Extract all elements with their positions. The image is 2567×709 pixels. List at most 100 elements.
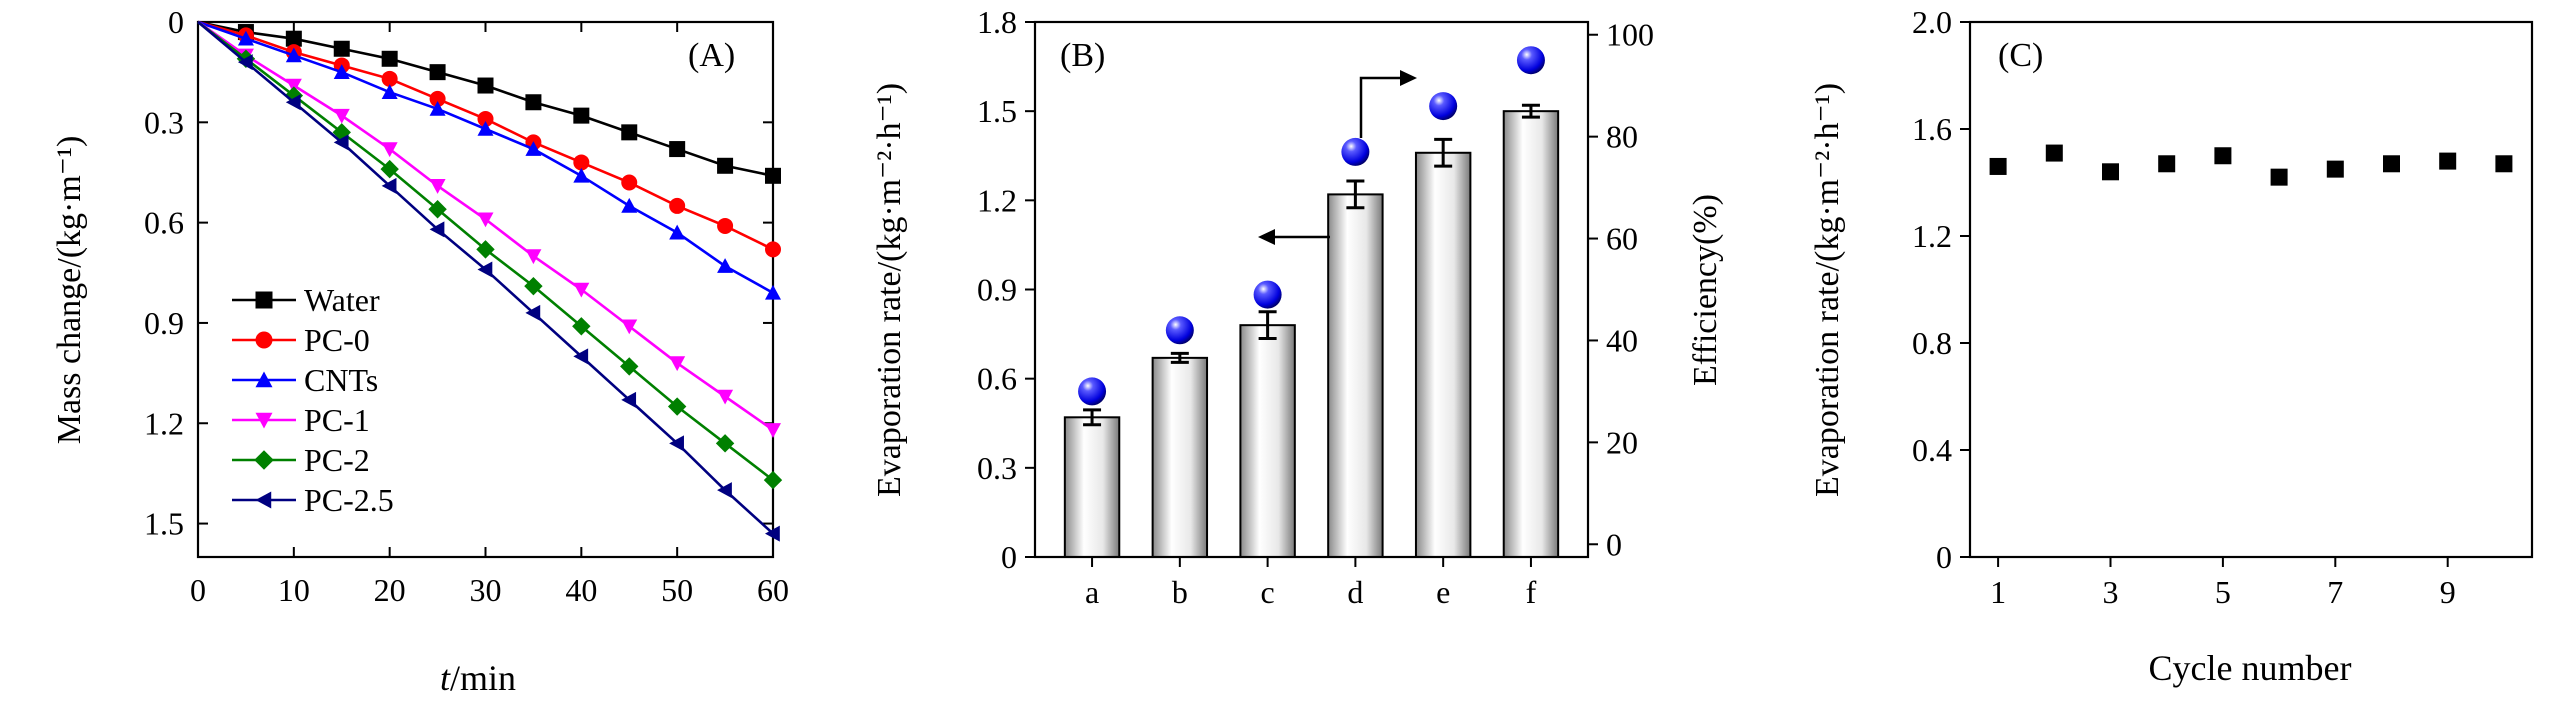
panel-b-label: (B) <box>1060 37 1105 74</box>
panel-a-data-point <box>381 142 398 158</box>
panel-c-data-point <box>2102 163 2119 181</box>
panel-a-legend-marker <box>255 291 273 309</box>
panel-a-legend-marker <box>255 491 272 509</box>
panel-a-data-point <box>717 258 734 273</box>
panel-a-data-point <box>621 174 638 191</box>
panel-a-y-tick-label: 0 <box>168 4 184 40</box>
panel-b-y-tick-label: 0 <box>1001 539 1017 575</box>
panel-b-right-tick-label: 100 <box>1606 17 1654 53</box>
panel-a-data-point <box>429 90 446 107</box>
panel-a-data-point <box>381 70 398 87</box>
panel-a-data-point <box>525 141 542 156</box>
panel-b-efficiency-markers <box>1078 46 1545 406</box>
panel-a-data-point <box>429 221 445 238</box>
panel-a-y-tick-label: 0.3 <box>144 104 184 140</box>
panel-b-x-tick-label: b <box>1172 574 1188 610</box>
panel-a-data-point <box>333 40 350 57</box>
panel-c-data-point <box>2158 155 2176 173</box>
panel-b-y-tick-label: 0.3 <box>977 450 1017 486</box>
panel-a-data-point <box>715 434 735 453</box>
panel-c-y-tick-label: 0.4 <box>1912 432 1952 468</box>
panel-a-data-point <box>765 167 781 184</box>
panel-a-data-point <box>573 167 590 183</box>
panel-a-data-point <box>477 121 494 136</box>
panel-a-data-point <box>525 94 542 111</box>
panel-a-data-point <box>765 284 781 300</box>
panel-b-y-axis-label: Evaporation rate/(kg·m⁻²·h⁻¹) <box>871 83 908 497</box>
panel-c-y-tick-label: 1.6 <box>1912 111 1952 147</box>
panel-a-x-tick-label: 40 <box>565 572 597 608</box>
panel-c-data-point <box>2214 147 2232 165</box>
panel-b-x-tick-label: e <box>1436 574 1450 610</box>
panel-a-series-line-water <box>197 20 774 178</box>
panel-b-bar-e <box>1414 151 1472 558</box>
panel-a-legend-label: CNTs <box>304 362 378 398</box>
panel-a-legend-label: PC-1 <box>304 402 370 438</box>
panel-c-data-point <box>2045 144 2063 162</box>
panel-b-x-tick-label: c <box>1261 574 1275 610</box>
panel-c-ticks: 1 3 5 7 9 0 0.4 0.8 1.2 1.6 2.0 <box>1912 4 2456 610</box>
panel-b-y-tick-label: 1.2 <box>977 182 1017 218</box>
panel-b-efficiency-point <box>1516 46 1545 75</box>
panel-a-x-tick-label: 0 <box>190 572 206 608</box>
panel-a-legend-label: PC-0 <box>304 322 370 358</box>
panel-a-data-point <box>669 356 686 372</box>
panel-a-data-point <box>333 134 349 151</box>
panel-a-x-tick-label: 30 <box>470 572 502 608</box>
panel-b-bar-b <box>1151 356 1209 558</box>
panel-a-data-point <box>477 212 494 228</box>
panel-a-legend-label: PC-2 <box>304 442 370 478</box>
panel-a-legend-marker <box>255 331 273 349</box>
panel-b-efficiency-point <box>1341 137 1370 166</box>
panel-a-data-point <box>429 179 446 194</box>
panel-c-data-point <box>2326 160 2344 178</box>
panel-b-evaporation-rate-chart: a b c d e f 0 0.3 0.6 0.9 1.2 1.5 1.8 0 20 40 60 80 100 (B… <box>871 4 1724 610</box>
panel-a-series <box>197 20 783 542</box>
panel-a-series-line-pc-25 <box>197 21 774 535</box>
panel-a-data-point <box>477 261 493 278</box>
panel-a-data-point <box>524 276 543 296</box>
arrow-to-right-axis-head <box>1400 70 1417 86</box>
panel-a-data-point <box>763 470 783 490</box>
panel-a-data-point <box>765 423 781 438</box>
panel-a-data-point <box>477 77 494 94</box>
panel-c-plot-frame <box>1968 20 2534 559</box>
panel-a-label: (A) <box>688 37 735 74</box>
panel-a-data-point <box>621 124 638 141</box>
panel-a-data-point <box>573 282 590 298</box>
panel-a-x-tick-label: 60 <box>757 572 789 608</box>
panel-a-data-point <box>621 319 638 335</box>
panel-a-data-point <box>285 47 302 63</box>
panel-a-data-point <box>428 200 447 219</box>
panel-a-data-point <box>285 30 302 47</box>
panel-b-efficiency-point <box>1429 92 1458 121</box>
panel-c-data-point <box>2495 155 2513 173</box>
panel-a-data-point <box>667 397 687 416</box>
panel-a-data-point <box>381 50 398 67</box>
panel-a-data-point <box>332 123 351 142</box>
panel-b-bar-c <box>1239 324 1296 558</box>
panel-a-data-point <box>476 240 495 259</box>
panel-a-legend-label: PC-2.5 <box>304 482 394 518</box>
panel-a-x-tick-label: 50 <box>661 572 693 608</box>
panel-b-right-tick-label: 0 <box>1606 526 1622 562</box>
panel-c-y-axis-label: Evaporation rate/(kg·m⁻²·h⁻¹) <box>1809 83 1846 497</box>
panel-a-data-point <box>717 157 734 174</box>
panel-a-y-tick-label: 0.9 <box>144 305 184 341</box>
panel-a-y-tick-label: 0.6 <box>144 205 184 241</box>
panel-c-data-point <box>2383 155 2400 173</box>
panel-b-efficiency-point <box>1078 377 1107 406</box>
arrow-to-left-axis-head <box>1258 229 1275 245</box>
panel-a-legend-marker <box>255 371 273 388</box>
panel-a-ticks: 0 10 20 30 40 50 60 0 0.3 0.6 0.9 1.2 1.5 <box>144 4 789 608</box>
panel-a-y-axis-label: Mass change/(kg·m⁻¹) <box>51 136 88 445</box>
panel-a-data-point <box>429 100 446 116</box>
panel-b-x-tick-label: d <box>1347 574 1363 610</box>
panel-a-data-point <box>765 241 781 258</box>
panel-c-y-tick-label: 0.8 <box>1912 325 1952 361</box>
panel-b-ticks: a b c d e f 0 0.3 0.6 0.9 1.2 1.5 1.8 0 20 40 60 80 100 <box>977 4 1654 610</box>
panel-a-data-point <box>621 197 638 213</box>
panel-a-data-point <box>525 249 542 265</box>
panel-b-bar-d <box>1327 193 1384 558</box>
